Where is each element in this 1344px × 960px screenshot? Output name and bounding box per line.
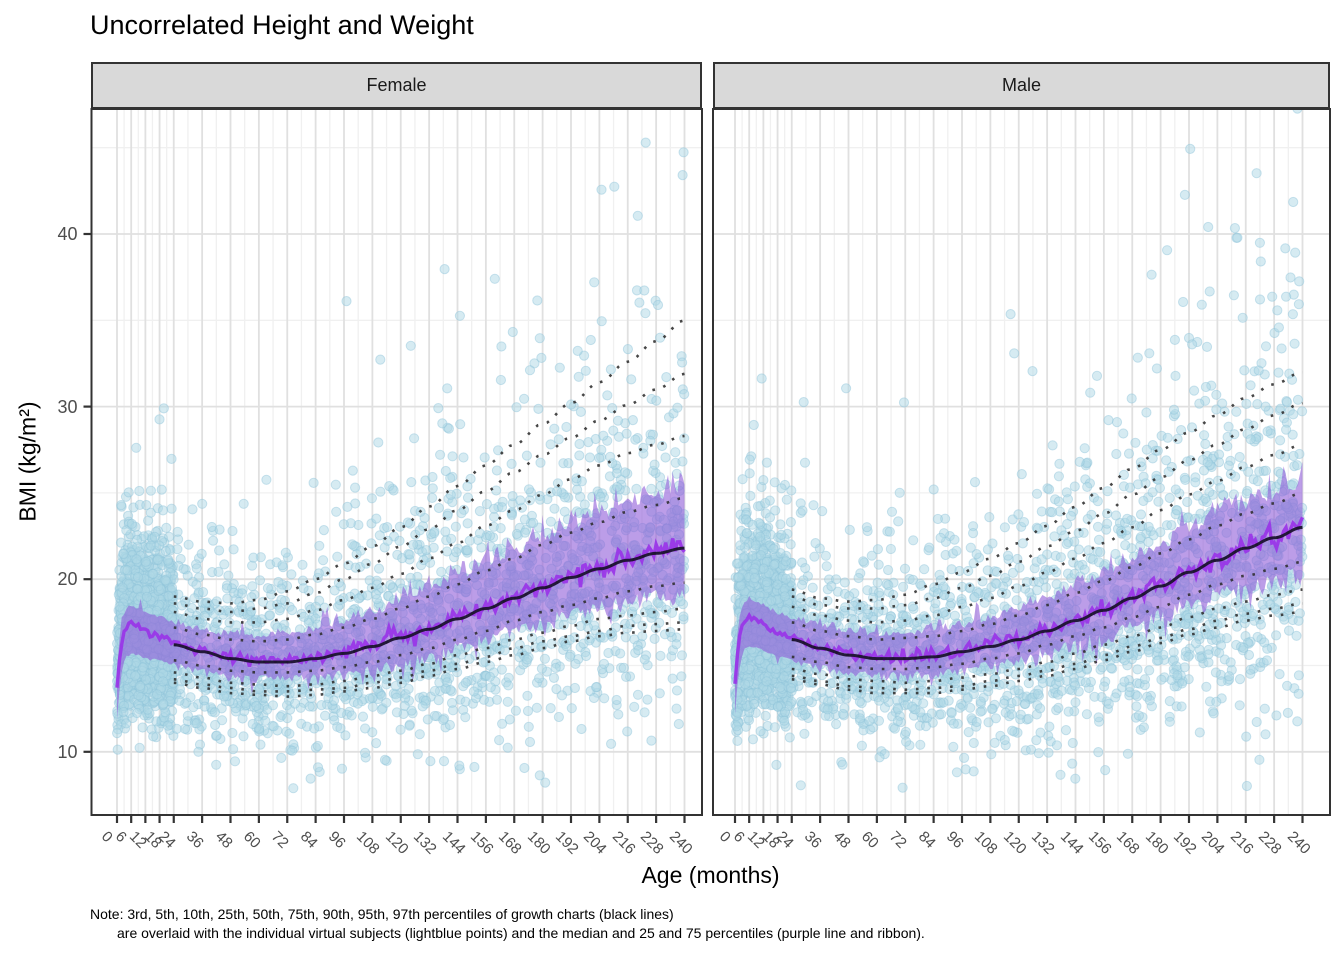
- panel-border-female: [90, 108, 703, 816]
- facet-strip-female: Female: [91, 62, 702, 109]
- caption-note: Note: 3rd, 5th, 10th, 25th, 50th, 75th, …: [90, 905, 925, 943]
- percentile-ribbon-male: [735, 461, 1303, 715]
- y-tick-label: 20: [57, 569, 78, 590]
- percentile-ribbon-female: [117, 471, 685, 720]
- growth-p3-dotted-female: [173, 628, 685, 698]
- caption-note-line1: Note: 3rd, 5th, 10th, 25th, 50th, 75th, …: [90, 906, 674, 922]
- growth-p50-solid-female: [173, 546, 685, 664]
- panel-border-male: [712, 108, 1331, 816]
- y-axis-title: BMI (kg/m²): [14, 401, 41, 522]
- facet-strip-male-label: Male: [1001, 75, 1041, 95]
- growth-percentiles-female: [173, 319, 685, 698]
- panel-male: [712, 108, 1331, 823]
- panel-female: [90, 108, 703, 823]
- growth-percentiles-male: [791, 370, 1303, 695]
- growth-p5-dotted-female: [173, 621, 685, 693]
- growth-p90-dotted-female: [173, 434, 685, 624]
- growth-p75-dotted-male: [791, 491, 1303, 641]
- facet-strip-female-label: Female: [366, 75, 427, 95]
- plot-title: Uncorrelated Height and Weight: [90, 10, 474, 40]
- growth-p50-solid-male: [791, 525, 1303, 661]
- x-axis-title: Age (months): [641, 862, 780, 888]
- y-tick-label: 40: [57, 224, 78, 244]
- y-tick-label: 10: [57, 741, 78, 762]
- caption-note-line2: are overlaid with the individual virtual…: [117, 925, 925, 941]
- y-tick-label: 30: [57, 396, 78, 417]
